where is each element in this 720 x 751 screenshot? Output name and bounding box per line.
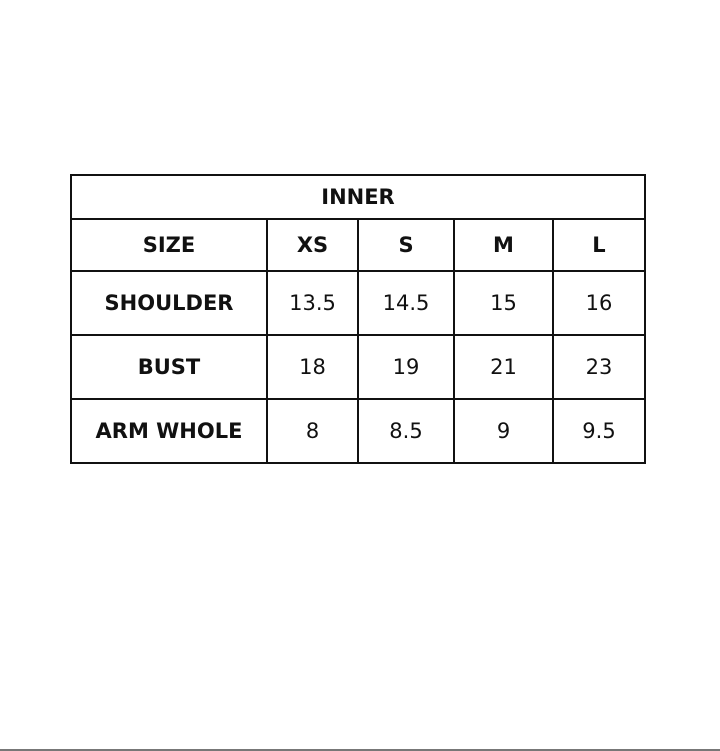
cell: 23 xyxy=(552,334,646,400)
cell: 9 xyxy=(453,398,554,464)
cell: 21 xyxy=(453,334,554,400)
header-xs: XS xyxy=(266,218,359,272)
cell: 14.5 xyxy=(357,270,455,336)
table-row: ARM WHOLE 8 8.5 9 9.5 xyxy=(70,398,646,464)
table-title-row: INNER xyxy=(70,174,646,220)
table-header-row: SIZE XS S M L xyxy=(70,218,646,272)
row-label: SHOULDER xyxy=(70,270,268,336)
cell: 19 xyxy=(357,334,455,400)
table-row: SHOULDER 13.5 14.5 15 16 xyxy=(70,270,646,336)
header-s: S xyxy=(357,218,455,272)
cell: 8 xyxy=(266,398,359,464)
header-size: SIZE xyxy=(70,218,268,272)
cell: 18 xyxy=(266,334,359,400)
cell: 9.5 xyxy=(552,398,646,464)
row-label: BUST xyxy=(70,334,268,400)
table-title: INNER xyxy=(70,174,646,220)
cell: 8.5 xyxy=(357,398,455,464)
cell: 16 xyxy=(552,270,646,336)
header-l: L xyxy=(552,218,646,272)
table-row: BUST 18 19 21 23 xyxy=(70,334,646,400)
cell: 15 xyxy=(453,270,554,336)
cell: 13.5 xyxy=(266,270,359,336)
row-label: ARM WHOLE xyxy=(70,398,268,464)
header-m: M xyxy=(453,218,554,272)
size-chart-table: INNER SIZE XS S M L SHOULDER 13.5 14.5 1… xyxy=(70,174,646,464)
bottom-divider xyxy=(0,749,720,751)
